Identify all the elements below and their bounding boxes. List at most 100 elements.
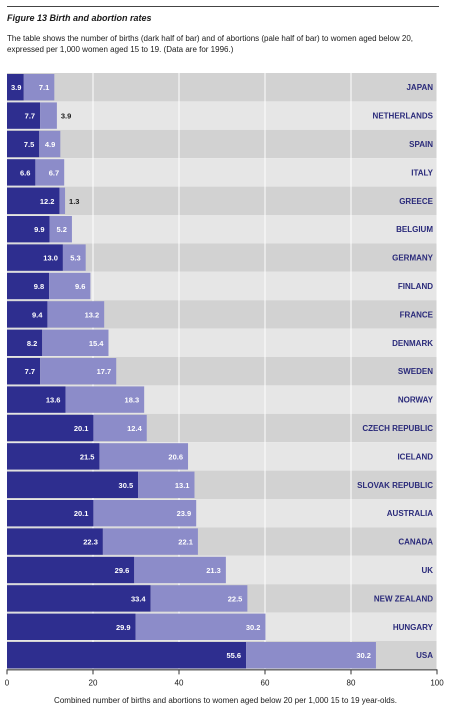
births-bar [7,613,136,640]
country-label: UK [421,566,433,575]
abortions-bar [35,159,65,186]
births-value: 33.4 [131,594,146,603]
births-value: 12.2 [40,197,55,206]
row-band [7,101,437,130]
births-bar [7,329,43,356]
abortions-bar [42,329,109,356]
births-value: 20.1 [74,424,89,433]
abortions-value: 12.4 [127,424,142,433]
abortions-value: 23.9 [177,509,192,518]
births-value: 30.5 [119,481,134,490]
row-band [7,186,437,215]
births-value: 6.6 [20,168,30,177]
abortions-value: 22.5 [228,594,243,603]
births-value: 9.8 [34,282,44,291]
abortions-bar [40,358,117,385]
x-tick-label: 80 [347,678,356,687]
abortions-bar [93,500,197,527]
row-band [7,158,437,187]
abortions-value: 1.3 [69,197,79,206]
births-bar [7,130,40,158]
abortions-bar [138,471,195,498]
births-value: 7.5 [24,140,34,149]
abortions-bar [62,244,86,271]
births-value: 3.9 [11,83,21,92]
country-label: FRANCE [400,310,434,319]
abortions-value: 18.3 [125,396,140,405]
births-value: 55.6 [226,651,241,660]
abortions-value: 13.1 [175,481,190,490]
row-band [7,215,437,244]
births-value: 29.9 [116,623,131,632]
abortions-bar [49,216,72,243]
abortions-value: 22.1 [178,538,193,547]
births-bar [7,74,24,101]
abortions-value: 5.2 [56,225,66,234]
births-bar [7,159,36,186]
abortions-bar [40,102,57,129]
country-label: BELGIUM [396,225,433,234]
row-band [7,73,437,102]
country-label: CZECH REPUBLIC [362,424,433,433]
abortions-value: 30.2 [246,623,261,632]
abortions-value: 7.1 [39,83,49,92]
country-label: HUNGARY [393,623,434,632]
row-band [7,129,437,159]
births-bar [7,358,41,385]
births-value: 21.5 [80,452,95,461]
births-value: 7.7 [25,112,35,121]
abortions-bar [65,386,145,413]
abortions-bar [49,272,91,300]
country-label: SPAIN [409,140,433,149]
births-bar [7,102,41,129]
births-value: 29.6 [115,566,130,575]
country-label: USA [416,651,433,660]
abortions-value: 15.4 [89,339,104,348]
births-bar [7,386,66,413]
country-label: ITALY [411,168,433,177]
births-bar [7,471,139,498]
abortions-bar [150,585,248,612]
title-rule [7,6,439,7]
abortions-bar [99,443,189,470]
abortions-value: 17.7 [97,367,112,376]
country-label: ICELAND [397,452,433,461]
abortions-value: 5.3 [70,254,80,263]
births-value: 22.3 [83,538,98,547]
births-bar [7,187,60,214]
abortions-bar [39,130,61,158]
country-label: SLOVAK REPUBLIC [357,481,433,490]
x-tick-label: 0 [5,678,10,687]
abortions-bar [102,528,198,555]
abortions-value: 6.7 [49,168,59,177]
births-bar [7,414,94,442]
country-label: JAPAN [406,83,433,92]
births-bar [7,528,103,555]
abortions-bar [59,187,66,214]
births-bar [7,244,63,271]
births-value: 9.4 [32,310,43,319]
abortions-bar [47,301,105,328]
births-value: 8.2 [27,339,37,348]
births-value: 13.0 [43,254,58,263]
country-label: GERMANY [392,254,434,263]
births-bar [7,556,135,584]
abortions-value: 3.9 [61,112,71,121]
abortions-value: 20.6 [168,452,183,461]
country-label: AUSTRALIA [387,509,433,518]
country-label: FINLAND [398,282,433,291]
abortions-value: 9.6 [75,282,85,291]
abortions-value: 21.3 [206,566,221,575]
figure-title: Figure 13 Birth and abortion rates [7,13,152,23]
abortions-bar [93,414,147,442]
x-tick-label: 60 [261,678,270,687]
births-bar [7,585,151,612]
births-value: 20.1 [74,509,89,518]
country-label: NETHERLANDS [373,112,434,121]
x-tick-label: 20 [89,678,98,687]
x-axis-caption: Combined number of births and abortions … [54,696,397,705]
country-label: NEW ZEALAND [374,594,433,603]
abortions-value: 30.2 [356,651,371,660]
x-tick-label: 100 [430,678,444,687]
abortions-bar [134,556,226,584]
